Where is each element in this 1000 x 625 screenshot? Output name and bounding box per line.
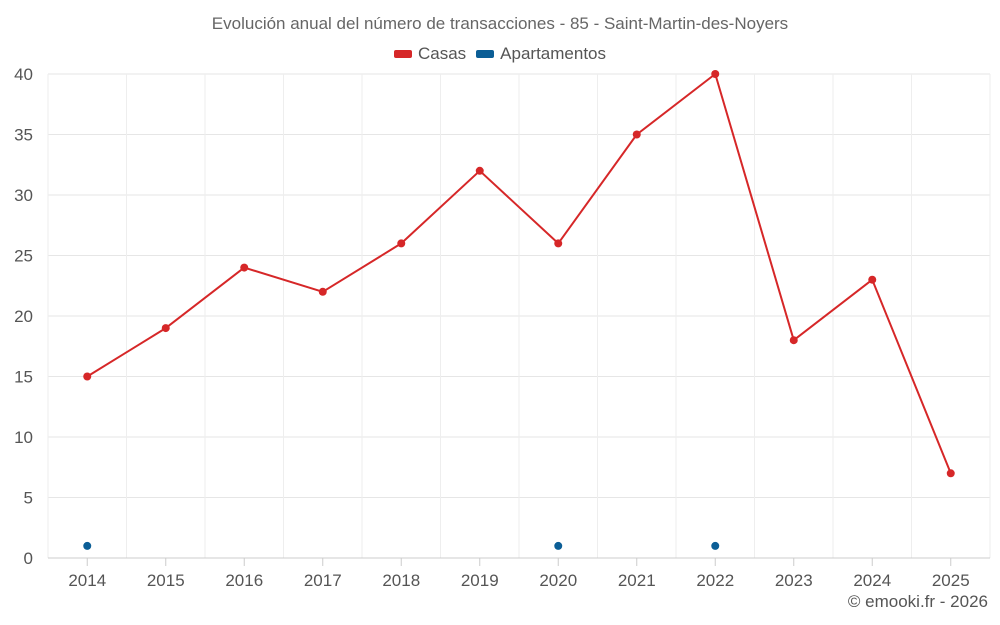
legend-label-casas: Casas [417,44,467,63]
series [83,70,955,550]
data-point-apartamentos-2020[interactable] [554,541,563,550]
data-point-casas-2016[interactable] [240,263,249,272]
data-point-casas-2020[interactable] [554,239,563,248]
x-tick-label-2015: 2015 [147,571,185,590]
series-line-casas [86,73,952,474]
legend-item-casas[interactable]: Casas [393,44,467,64]
data-point-casas-2014[interactable] [83,372,92,381]
x-tick-label-2018: 2018 [382,571,420,590]
data-point-casas-2024[interactable] [868,275,877,284]
footer-credit: © emooki.fr - 2026 [847,592,988,611]
legend: Casas Apartamentos [0,44,1000,64]
y-tick-label: 0 [24,549,33,568]
legend-label-apartamentos: Apartamentos [500,44,607,63]
x-tick-label-2014: 2014 [68,571,106,590]
legend-swatch-casas [393,50,412,58]
y-tick-label: 5 [24,489,33,508]
x-tick-label-2016: 2016 [225,571,263,590]
data-point-casas-2017[interactable] [318,287,327,296]
data-point-casas-2021[interactable] [632,130,641,139]
data-point-casas-2015[interactable] [161,324,170,333]
data-point-apartamentos-2014[interactable] [83,541,92,550]
grid [47,73,991,558]
y-tick-label: 15 [14,368,33,387]
chart-title: Evolución anual del número de transaccio… [211,14,789,33]
data-point-casas-2023[interactable] [789,336,798,345]
x-tick-label-2022: 2022 [696,571,734,590]
x-tick-label-2024: 2024 [853,571,891,590]
y-tick-label: 20 [14,307,33,326]
data-point-casas-2018[interactable] [397,239,406,248]
x-tick-label-2019: 2019 [461,571,499,590]
y-tick-label: 35 [14,126,33,145]
x-tick-label-2025: 2025 [932,571,970,590]
x-tick-label-2023: 2023 [775,571,813,590]
x-tick-label-2021: 2021 [618,571,656,590]
y-tick-label: 25 [14,247,33,266]
legend-item-apartamentos[interactable]: Apartamentos [476,44,606,64]
x-tick-label-2017: 2017 [304,571,342,590]
data-point-apartamentos-2022[interactable] [711,541,720,550]
data-point-casas-2022[interactable] [711,70,720,78]
y-tick-label: 30 [14,186,33,205]
data-point-casas-2019[interactable] [475,166,484,175]
data-point-casas-2025[interactable] [946,469,955,478]
legend-swatch-apartamentos [476,50,495,58]
x-tick-label-2020: 2020 [539,571,577,590]
y-tick-label: 40 [14,65,33,84]
y-tick-label: 10 [14,428,33,447]
